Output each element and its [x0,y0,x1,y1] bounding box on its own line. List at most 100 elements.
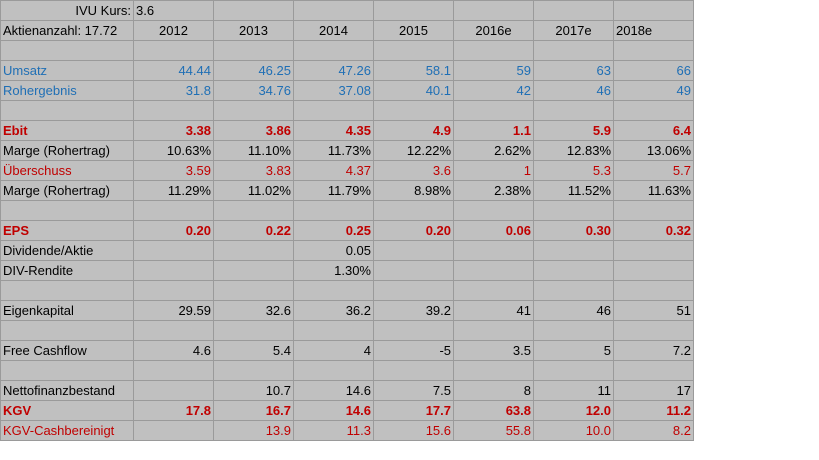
value-cell[interactable]: 10.7 [213,380,294,401]
value-cell[interactable] [293,200,374,221]
value-cell[interactable] [213,200,294,221]
row-label-cell[interactable]: Free Cashflow [0,340,134,361]
value-cell[interactable]: 0.22 [213,220,294,241]
value-cell[interactable]: 2.62% [453,140,534,161]
value-cell[interactable] [533,360,614,381]
value-cell[interactable]: -5 [373,340,454,361]
value-cell[interactable] [213,40,294,61]
value-cell[interactable]: 5 [533,340,614,361]
value-cell[interactable] [293,320,374,341]
value-cell[interactable]: 5.3 [533,160,614,181]
value-cell[interactable]: 15.6 [373,420,454,441]
value-cell[interactable] [373,200,454,221]
value-cell[interactable]: 0.25 [293,220,374,241]
value-cell[interactable] [373,100,454,121]
value-cell[interactable] [133,40,214,61]
value-cell[interactable]: 3.5 [453,340,534,361]
value-cell[interactable] [213,100,294,121]
value-cell[interactable] [133,320,214,341]
year-header-cell[interactable]: 2015 [373,20,454,41]
value-cell[interactable]: 31.8 [133,80,214,101]
value-cell[interactable]: 58.1 [373,60,454,81]
value-cell[interactable] [373,260,454,281]
cell[interactable] [533,0,614,21]
value-cell[interactable]: 13.06% [613,140,694,161]
row-label-cell[interactable]: Umsatz [0,60,134,81]
value-cell[interactable]: 8.98% [373,180,454,201]
year-header-cell[interactable]: 2012 [133,20,214,41]
aktienanzahl-cell[interactable]: Aktienanzahl: 17.72 [0,20,134,41]
value-cell[interactable]: 11.79% [293,180,374,201]
value-cell[interactable]: 42 [453,80,534,101]
year-header-cell[interactable]: 2014 [293,20,374,41]
row-label-cell[interactable]: Ebit [0,120,134,141]
value-cell[interactable] [453,260,534,281]
value-cell[interactable] [133,260,214,281]
value-cell[interactable]: 0.30 [533,220,614,241]
value-cell[interactable]: 4.6 [133,340,214,361]
value-cell[interactable]: 3.59 [133,160,214,181]
value-cell[interactable]: 44.44 [133,60,214,81]
row-label-cell[interactable]: Eigenkapital [0,300,134,321]
value-cell[interactable]: 36.2 [293,300,374,321]
value-cell[interactable]: 41 [453,300,534,321]
row-label-cell[interactable] [0,100,134,121]
value-cell[interactable]: 4.9 [373,120,454,141]
value-cell[interactable]: 5.9 [533,120,614,141]
value-cell[interactable] [213,360,294,381]
kurs-value-cell[interactable]: 3.6 [133,0,214,21]
year-header-cell[interactable]: 2016e [453,20,534,41]
value-cell[interactable] [613,200,694,221]
value-cell[interactable] [453,280,534,301]
value-cell[interactable]: 59 [453,60,534,81]
value-cell[interactable] [373,320,454,341]
value-cell[interactable] [453,240,534,261]
value-cell[interactable] [533,200,614,221]
value-cell[interactable] [213,320,294,341]
value-cell[interactable] [453,320,534,341]
value-cell[interactable]: 63 [533,60,614,81]
row-label-cell[interactable]: DIV-Rendite [0,260,134,281]
value-cell[interactable] [453,200,534,221]
value-cell[interactable] [533,40,614,61]
value-cell[interactable]: 5.7 [613,160,694,181]
value-cell[interactable]: 13.9 [213,420,294,441]
value-cell[interactable]: 29.59 [133,300,214,321]
value-cell[interactable]: 11.73% [293,140,374,161]
value-cell[interactable]: 12.0 [533,400,614,421]
value-cell[interactable]: 0.05 [293,240,374,261]
value-cell[interactable]: 66 [613,60,694,81]
row-label-cell[interactable]: Überschuss [0,160,134,181]
value-cell[interactable]: 49 [613,80,694,101]
row-label-cell[interactable] [0,280,134,301]
value-cell[interactable]: 11.10% [213,140,294,161]
value-cell[interactable] [133,200,214,221]
value-cell[interactable]: 2.38% [453,180,534,201]
value-cell[interactable]: 10.0 [533,420,614,441]
value-cell[interactable] [373,40,454,61]
value-cell[interactable] [213,260,294,281]
value-cell[interactable]: 40.1 [373,80,454,101]
year-header-cell[interactable]: 2018e [613,20,694,41]
value-cell[interactable]: 47.26 [293,60,374,81]
value-cell[interactable]: 63.8 [453,400,534,421]
value-cell[interactable]: 34.76 [213,80,294,101]
value-cell[interactable]: 11.29% [133,180,214,201]
cell[interactable] [373,0,454,21]
value-cell[interactable] [613,280,694,301]
cell[interactable] [613,0,694,21]
value-cell[interactable]: 1 [453,160,534,181]
value-cell[interactable]: 10.63% [133,140,214,161]
row-label-cell[interactable]: KGV [0,400,134,421]
value-cell[interactable] [293,40,374,61]
value-cell[interactable]: 46 [533,80,614,101]
value-cell[interactable] [613,100,694,121]
value-cell[interactable] [453,360,534,381]
value-cell[interactable]: 12.83% [533,140,614,161]
value-cell[interactable]: 4 [293,340,374,361]
row-label-cell[interactable]: Marge (Rohertrag) [0,180,134,201]
value-cell[interactable]: 55.8 [453,420,534,441]
value-cell[interactable]: 11.3 [293,420,374,441]
value-cell[interactable]: 7.2 [613,340,694,361]
value-cell[interactable] [373,280,454,301]
